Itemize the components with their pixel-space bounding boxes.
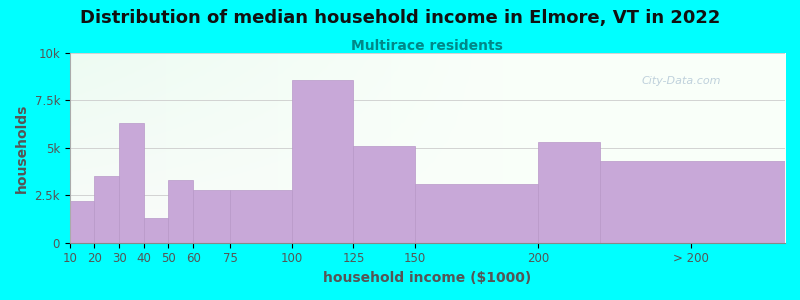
Bar (600, 161, 785, 243)
Bar (94, 176, 119, 243)
Bar (415, 184, 538, 243)
Y-axis label: households: households (15, 103, 29, 193)
Bar (292, 80, 354, 243)
Title: Multirace residents: Multirace residents (351, 39, 503, 53)
X-axis label: household income ($1000): household income ($1000) (323, 271, 531, 285)
Text: City-Data.com: City-Data.com (642, 76, 722, 86)
Text: Distribution of median household income in Elmore, VT in 2022: Distribution of median household income … (80, 9, 720, 27)
Bar (119, 123, 144, 243)
Bar (538, 142, 600, 243)
Bar (230, 190, 292, 243)
Bar (354, 146, 415, 243)
Bar (169, 180, 193, 243)
Bar (144, 218, 169, 243)
Bar (193, 190, 230, 243)
Bar (70, 201, 94, 243)
